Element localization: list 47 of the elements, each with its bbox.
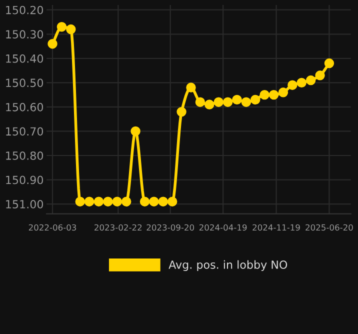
point (241, 97, 252, 107)
y-tick-label: 151.00 (6, 200, 44, 208)
point (306, 75, 316, 86)
y-tick-label: 150.30 (6, 30, 44, 39)
point (232, 94, 242, 105)
point (296, 78, 306, 88)
x-tick-label: 2023-09-20 (146, 224, 194, 231)
y-tick-label: 150.40 (6, 54, 44, 63)
point (158, 196, 168, 206)
x-tick-label: 2024-04-19 (199, 224, 247, 231)
x-tick-label: 2023-02-22 (94, 224, 142, 231)
point (75, 196, 85, 206)
point (149, 196, 159, 206)
point (56, 22, 67, 32)
point (84, 196, 94, 206)
point (121, 196, 132, 206)
y-tick-label: 150.80 (6, 151, 44, 160)
point (324, 58, 334, 68)
point (130, 126, 140, 136)
x-tick-label: 2025-06-20 (306, 224, 353, 231)
point (140, 196, 150, 206)
point (48, 38, 58, 49)
point (94, 196, 104, 206)
point (214, 97, 224, 107)
point (278, 88, 288, 98)
point (204, 100, 214, 110)
point (112, 196, 122, 206)
x-tick-label: 2024-11-19 (252, 224, 300, 231)
point (250, 94, 260, 105)
point (288, 80, 298, 90)
point (315, 70, 325, 80)
y-tick-label: 150.60 (6, 102, 44, 112)
point (167, 196, 178, 206)
point (66, 24, 76, 34)
y-tick-label: 150.20 (6, 6, 44, 14)
point (186, 82, 196, 92)
point (103, 196, 113, 206)
y-tick-label: 150.90 (6, 176, 44, 184)
point (195, 97, 206, 107)
point (222, 97, 233, 107)
point (260, 90, 270, 100)
point (176, 106, 186, 117)
x-tick-label: 2022-06-03 (28, 224, 76, 231)
legend-label: Avg. pos. in lobby NO (168, 260, 288, 272)
y-tick-label: 150.70 (6, 127, 44, 136)
point (268, 90, 279, 100)
y-tick-label: 150.50 (6, 78, 44, 88)
